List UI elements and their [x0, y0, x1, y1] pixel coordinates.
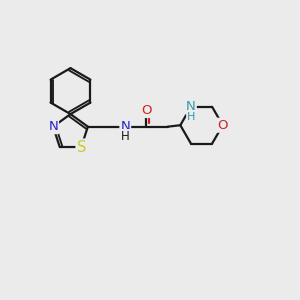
Text: S: S	[76, 140, 86, 154]
Text: N: N	[120, 120, 130, 133]
Text: O: O	[141, 104, 152, 117]
Text: N: N	[186, 100, 196, 113]
Text: N: N	[48, 120, 58, 133]
Text: O: O	[218, 119, 228, 132]
Text: H: H	[121, 130, 130, 142]
Text: H: H	[187, 112, 195, 122]
